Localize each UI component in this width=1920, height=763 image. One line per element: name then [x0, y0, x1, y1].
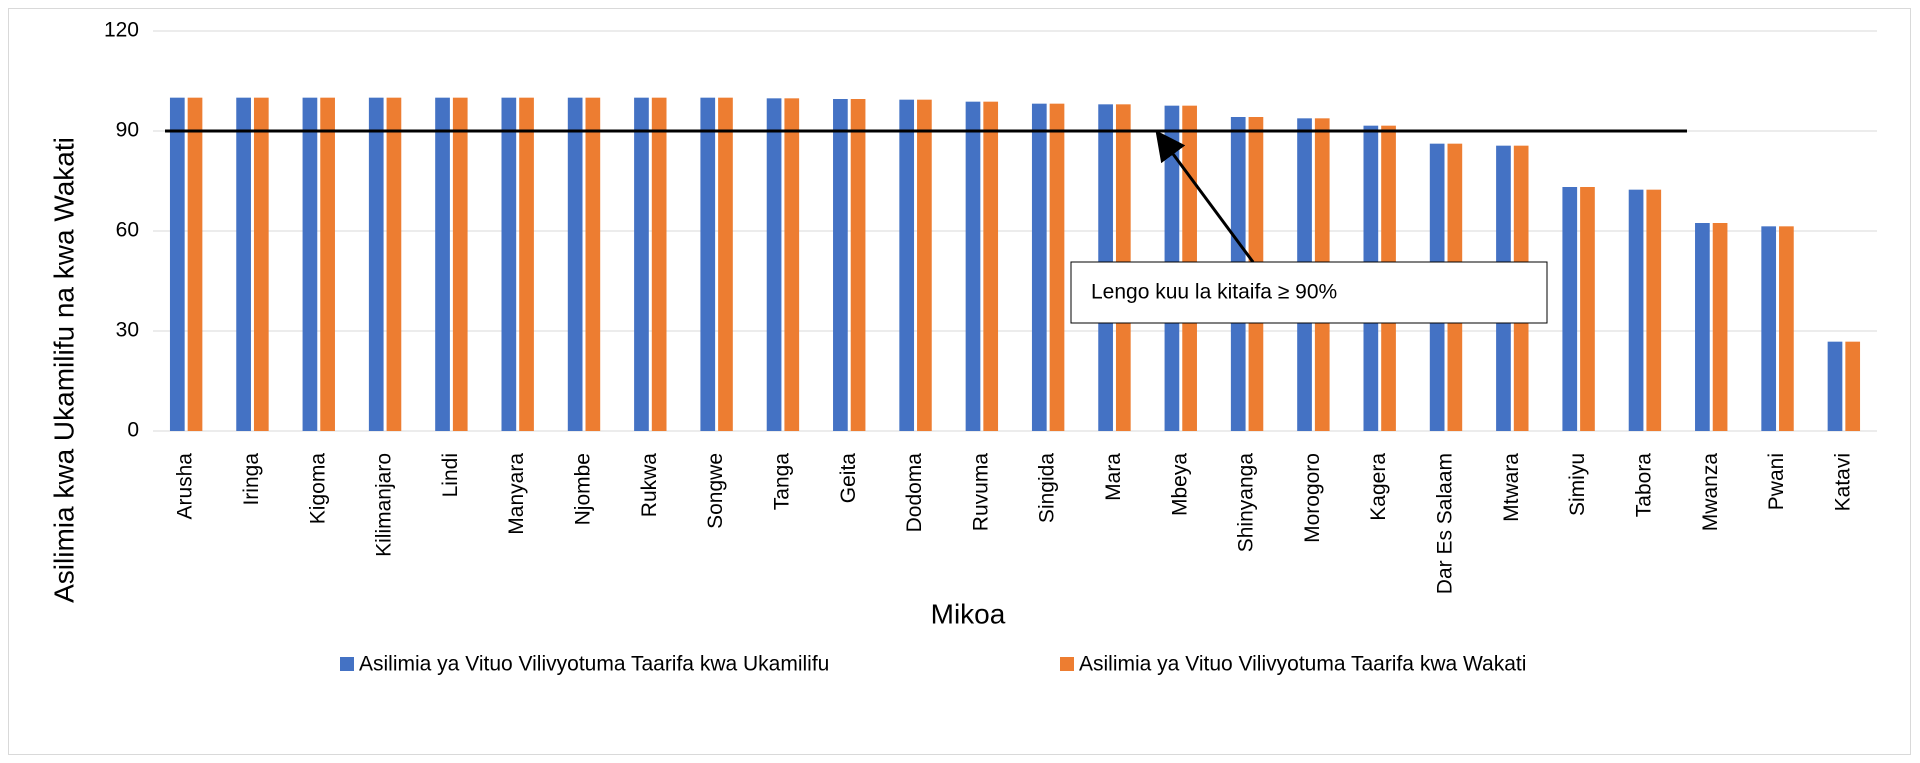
- x-tick-label: Manyara: [505, 453, 528, 535]
- x-tick-label: Kilimanjaro: [373, 453, 396, 557]
- y-tick-label: 60: [116, 219, 139, 242]
- bar: [1761, 226, 1777, 431]
- y-tick-label: 0: [127, 419, 139, 442]
- x-tick-label: Mara: [1102, 453, 1125, 501]
- x-tick-label: Mwanza: [1699, 453, 1722, 532]
- bar: [236, 97, 251, 432]
- bar: [700, 97, 716, 432]
- bar: [1646, 189, 1662, 431]
- bar: [1031, 103, 1047, 432]
- x-tick-label: Morogoro: [1301, 453, 1324, 543]
- bar: [187, 97, 203, 432]
- bar: [567, 97, 583, 432]
- bar: [169, 97, 185, 432]
- bar: [302, 97, 318, 432]
- bar: [983, 101, 999, 432]
- bar: [452, 97, 468, 432]
- bar: [634, 97, 649, 432]
- x-tick-label: Singida: [1036, 453, 1059, 523]
- x-tick-label: Pwani: [1765, 453, 1788, 510]
- bar: [1845, 341, 1861, 431]
- bar: [1712, 223, 1728, 431]
- y-tick-label: 30: [116, 319, 139, 342]
- legend-swatch: [340, 657, 354, 671]
- bar: [1049, 103, 1065, 432]
- x-tick-label: Ruvuma: [969, 453, 992, 532]
- x-axis-title: Mikoa: [931, 598, 1006, 629]
- x-tick-label: Songwe: [704, 453, 727, 529]
- bar: [519, 97, 534, 432]
- x-tick-label: Iringa: [240, 453, 263, 506]
- x-tick-label: Dodoma: [903, 453, 926, 533]
- bar: [784, 98, 800, 431]
- x-tick-label: Geita: [837, 453, 860, 504]
- bar: [766, 98, 782, 431]
- legend-swatch: [1060, 657, 1074, 671]
- bar: [965, 101, 981, 432]
- bar: [320, 97, 335, 432]
- bar: [386, 97, 402, 432]
- bar: [368, 97, 384, 432]
- bar: [850, 99, 866, 431]
- legend-label: Asilimia ya Vituo Vilivyotuma Taarifa kw…: [1079, 653, 1526, 676]
- x-tick-label: Kagera: [1367, 453, 1390, 521]
- bar: [501, 97, 517, 432]
- x-tick-label: Tabora: [1632, 453, 1655, 518]
- annotation: Lengo kuu la kitaifa ≥ 90%: [1091, 281, 1337, 304]
- x-tick-label: Mbeya: [1168, 453, 1191, 516]
- x-tick-label: Arusha: [174, 453, 197, 520]
- legend-label: Asilimia ya Vituo Vilivyotuma Taarifa kw…: [359, 653, 829, 676]
- annotation-box: [1070, 261, 1548, 324]
- x-tick-label: Simiyu: [1566, 453, 1589, 516]
- bar: [1827, 341, 1843, 431]
- x-tick-label: Dar Es Salaam: [1434, 453, 1457, 594]
- x-tick-label: Shinyanga: [1235, 453, 1258, 553]
- bar: [1562, 187, 1578, 431]
- x-tick-label: Tanga: [770, 453, 793, 511]
- x-tick-label: Katavi: [1831, 453, 1854, 511]
- bar: [585, 97, 601, 432]
- bar: [917, 99, 932, 432]
- x-tick-label: Lindi: [439, 453, 462, 497]
- x-tick-label: Kigoma: [306, 453, 329, 525]
- y-tick-label: 120: [104, 19, 139, 42]
- bar: [1779, 226, 1794, 431]
- annotation-arrow: [1155, 130, 1255, 263]
- bar: [253, 97, 269, 432]
- y-axis-title: Asilimia kwa Ukamilifu na kwa Wakati: [48, 137, 79, 603]
- y-tick-label: 90: [116, 119, 139, 142]
- bar: [435, 97, 450, 432]
- x-tick-label: Rukwa: [638, 453, 661, 518]
- bar: [651, 97, 667, 432]
- x-tick-label: Njombe: [572, 453, 595, 525]
- bar: [833, 99, 848, 431]
- bar: [718, 97, 733, 432]
- x-tick-label: Mtwara: [1500, 453, 1523, 522]
- bar: [1695, 223, 1710, 431]
- bar: [1580, 187, 1595, 431]
- bar: [899, 99, 915, 432]
- bar: [1628, 189, 1644, 431]
- chart-frame: [8, 8, 1911, 755]
